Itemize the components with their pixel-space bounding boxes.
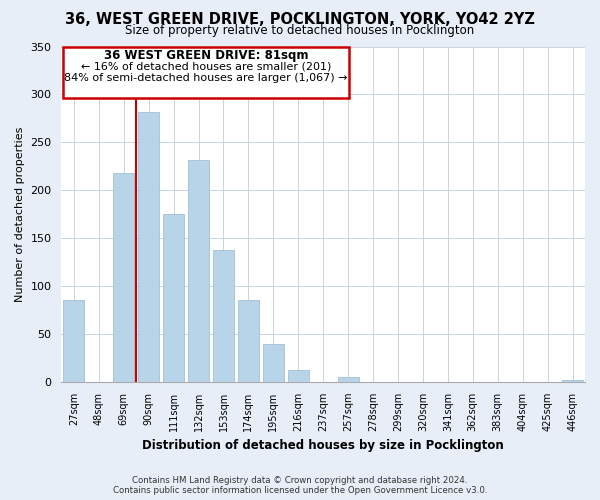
X-axis label: Distribution of detached houses by size in Pocklington: Distribution of detached houses by size … — [142, 440, 504, 452]
Text: 36 WEST GREEN DRIVE: 81sqm: 36 WEST GREEN DRIVE: 81sqm — [104, 50, 308, 62]
Text: 84% of semi-detached houses are larger (1,067) →: 84% of semi-detached houses are larger (… — [64, 74, 348, 84]
Bar — [562, 380, 583, 382]
Text: Size of property relative to detached houses in Pocklington: Size of property relative to detached ho… — [125, 24, 475, 37]
Bar — [287, 370, 309, 382]
Text: ← 16% of detached houses are smaller (201): ← 16% of detached houses are smaller (20… — [81, 62, 331, 72]
Bar — [188, 160, 209, 382]
Bar — [138, 112, 159, 382]
Bar — [263, 344, 284, 382]
Bar — [62, 46, 349, 98]
Bar — [113, 173, 134, 382]
Bar — [238, 300, 259, 382]
Text: 36, WEST GREEN DRIVE, POCKLINGTON, YORK, YO42 2YZ: 36, WEST GREEN DRIVE, POCKLINGTON, YORK,… — [65, 12, 535, 28]
Bar — [338, 377, 359, 382]
Bar — [63, 300, 85, 382]
Y-axis label: Number of detached properties: Number of detached properties — [15, 126, 25, 302]
Text: Contains public sector information licensed under the Open Government Licence v3: Contains public sector information licen… — [113, 486, 487, 495]
Bar — [213, 250, 234, 382]
Bar — [163, 214, 184, 382]
Text: Contains HM Land Registry data © Crown copyright and database right 2024.: Contains HM Land Registry data © Crown c… — [132, 476, 468, 485]
